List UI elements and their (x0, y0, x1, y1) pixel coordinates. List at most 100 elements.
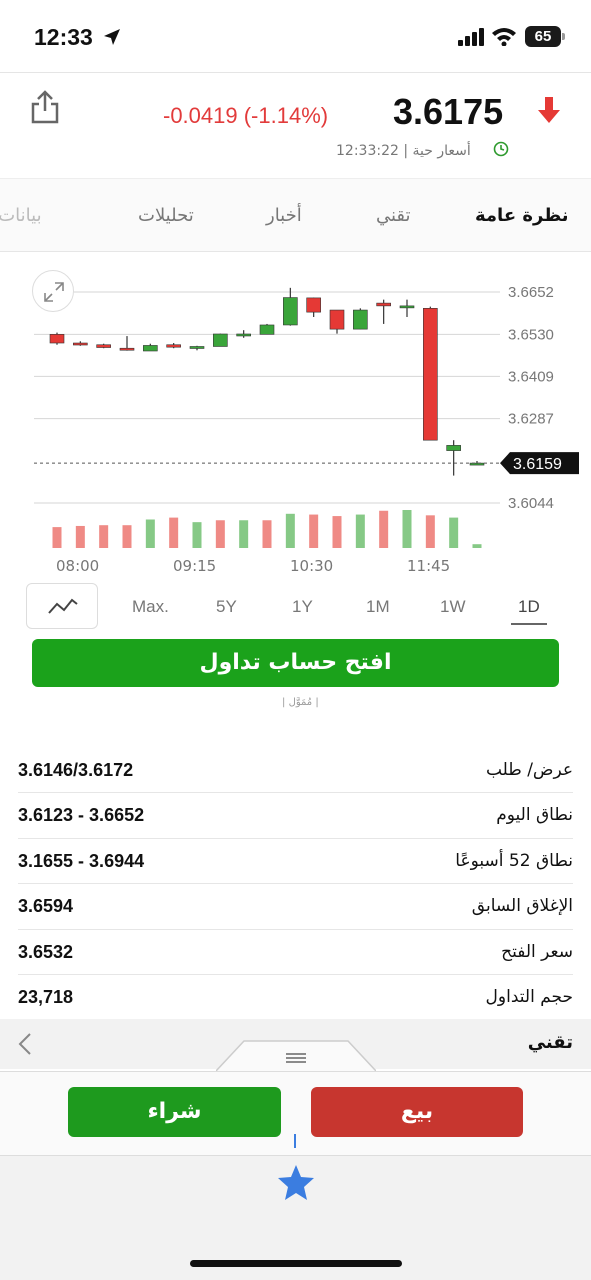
candle-body (143, 345, 158, 352)
tab-historical-data[interactable]: بيانات تا (0, 205, 42, 226)
expand-icon (44, 282, 64, 302)
stat-row-volume: 23,718 حجم التداول (18, 975, 573, 1020)
volume-bar (192, 522, 202, 548)
drag-handle[interactable] (216, 1039, 376, 1071)
chevron-left-icon[interactable] (16, 1031, 34, 1057)
candle-body (96, 344, 111, 348)
volume-bar (215, 520, 225, 548)
volume-bar (99, 525, 109, 548)
stat-value: 3.6146/3.6172 (18, 760, 134, 780)
quote-header: -0.0419 (-1.14%) 3.6175 أسعار حية | 12:3… (0, 72, 591, 178)
range-5y-button[interactable]: 5Y (216, 597, 237, 616)
volume-bar (75, 525, 85, 548)
stat-value: 3.6123 - 3.6652 (18, 805, 145, 826)
candle-body (306, 297, 321, 313)
stat-value: 3.6594 (18, 896, 74, 917)
volume-bar (402, 510, 412, 548)
active-range-underline (511, 623, 547, 625)
candle-body (283, 297, 298, 326)
x-tick: 10:30 (290, 557, 334, 575)
chart-type-button[interactable] (26, 583, 98, 629)
volume-bar (472, 544, 482, 548)
volume-bar (145, 519, 155, 548)
volume-bar (332, 516, 342, 548)
candle-body (376, 302, 391, 307)
volume-bar (239, 520, 249, 548)
candle-body (329, 309, 345, 330)
battery-indicator: 65 (525, 26, 565, 47)
quote-meta: أسعار حية | 12:33:22 (336, 143, 471, 159)
x-axis-ticks: 08:00 09:15 10:30 11:45 (0, 557, 591, 577)
location-arrow-icon (104, 29, 120, 45)
stat-row-day-range: 3.6123 - 3.6652 نطاق اليوم (18, 793, 573, 839)
candle-body (353, 309, 368, 330)
tab-overview[interactable]: نظرة عامة (475, 205, 569, 226)
range-1m-button[interactable]: 1M (366, 597, 390, 616)
candle-body (166, 344, 181, 348)
tab-news[interactable]: أخبار (266, 205, 302, 226)
stat-label: نطاق اليوم (496, 805, 573, 826)
tab-technical[interactable]: تقني (376, 205, 411, 226)
stat-row-prev-close: 3.6594 الإغلاق السابق (18, 884, 573, 930)
volume-bar (122, 525, 132, 548)
stat-label: عرض/ طلب (485, 760, 573, 780)
expand-chart-button[interactable] (32, 270, 74, 312)
volume-bar (379, 510, 389, 548)
range-1d-button[interactable]: 1D (518, 597, 540, 616)
sell-button[interactable]: بيع (311, 1087, 523, 1137)
tab-analysis[interactable]: تحليلات (138, 205, 194, 226)
line-chart-icon (48, 598, 78, 614)
stat-label: سعر الفتح (501, 941, 573, 962)
stat-label: نطاق 52 أسبوعًا (455, 850, 573, 871)
share-icon[interactable] (30, 89, 60, 125)
volume-bar (355, 514, 365, 548)
wifi-icon (492, 28, 516, 46)
candle-body (399, 305, 415, 309)
status-bar: 12:33 65 (0, 0, 591, 72)
y-tick-label: 3.6530 (508, 326, 554, 343)
stat-row-open: 3.6532 سعر الفتح (18, 930, 573, 975)
x-tick: 09:15 (173, 557, 217, 575)
y-tick-label: 3.6409 (508, 368, 554, 385)
buy-button[interactable]: شراء (68, 1087, 281, 1137)
status-time: 12:33 (34, 24, 93, 50)
stat-value: 3.6532 (18, 941, 74, 962)
volume-bar (309, 514, 319, 548)
trade-panel: شراء بيع (0, 1071, 591, 1155)
stat-row-52-week-range: 3.1655 - 3.6944 نطاق 52 أسبوعًا (18, 839, 573, 885)
candle-body (259, 324, 275, 335)
candle-body (189, 346, 205, 349)
quote-separator: | (403, 143, 409, 159)
quote-feed: أسعار حية (412, 143, 471, 159)
open-account-button[interactable]: افتح حساب تداول (32, 639, 559, 687)
y-tick-label: 3.6652 (508, 284, 554, 301)
last-price-tag (500, 452, 579, 475)
candle-body (213, 333, 228, 347)
candlestick-chart: 3.6652 3.6530 3.6409 3.6287 3.6044 3.6159 (34, 284, 579, 548)
range-selector: Max. 5Y 1Y 1M 1W 1D (0, 583, 591, 631)
home-indicator (190, 1260, 402, 1267)
stat-value: 3.1655 - 3.6944 (18, 850, 145, 871)
range-max-button[interactable]: Max. (132, 597, 169, 616)
range-1y-button[interactable]: 1Y (292, 597, 313, 616)
volume-bar (169, 517, 179, 548)
range-1w-button[interactable]: 1W (440, 597, 466, 616)
text-cursor (294, 1134, 296, 1148)
candle-body (469, 462, 485, 466)
quote-time: 12:33:22 (336, 143, 399, 159)
stats-table: 3.6146/3.6172 عرض/ طلب 3.6123 - 3.6652 ن… (0, 748, 591, 1020)
x-tick: 08:00 (56, 557, 100, 575)
last-price-label: 3.6159 (513, 456, 562, 473)
cellular-signal-icon (458, 28, 484, 46)
sponsored-label: | مُمَوَّل | (282, 697, 319, 708)
price-change: -0.0419 (-1.14%) (163, 103, 329, 128)
volume-bar (52, 527, 62, 548)
stat-label: حجم التداول (485, 986, 573, 1007)
x-tick: 11:45 (407, 557, 451, 575)
candle-body (446, 445, 461, 451)
clock-icon (493, 141, 509, 157)
star-icon[interactable] (276, 1163, 316, 1203)
price-chart[interactable]: 3.6652 3.6530 3.6409 3.6287 3.6044 3.6159 (0, 252, 591, 582)
volume-bar (425, 515, 435, 548)
volume-bar (285, 513, 295, 548)
